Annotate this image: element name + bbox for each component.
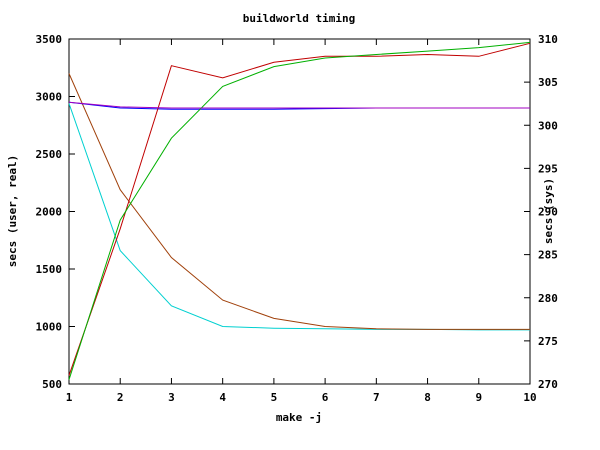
x-tick-label: 3 — [168, 391, 175, 404]
x-tick-label: 9 — [475, 391, 482, 404]
series-line-2 — [68, 73, 530, 330]
y-tick-label: 1000 — [36, 321, 63, 334]
series-lines — [68, 41, 531, 380]
y-tick-label: 3000 — [36, 91, 63, 104]
y-tick-label: 500 — [42, 378, 62, 391]
series-line-1 — [68, 103, 530, 331]
y2-axis-ticks: 270 275 280 285 290 295 300 305 310 — [524, 33, 558, 391]
y-tick-label: 2500 — [36, 148, 63, 161]
x-tick-label: 1 — [66, 391, 73, 404]
y2-tick-label: 270 — [538, 378, 558, 391]
y2-tick-label: 290 — [538, 206, 558, 219]
y-tick-label: 1500 — [36, 263, 63, 276]
plot-frame — [68, 38, 531, 385]
y-axis-ticks: 500 1000 1500 2000 2500 3000 3500 — [36, 33, 75, 391]
x-tick-label: 6 — [322, 391, 329, 404]
y2-tick-label: 275 — [538, 335, 558, 348]
y2-axis-title: secs (sys) — [542, 178, 555, 244]
x-tick-label: 4 — [219, 391, 226, 404]
y-tick-label: 3500 — [36, 33, 63, 46]
y2-tick-label: 285 — [538, 249, 558, 262]
y2-tick-label: 300 — [538, 119, 558, 132]
series-line-5 — [68, 41, 531, 380]
x-axis-title: make -j — [276, 411, 322, 424]
y2-tick-label: 295 — [538, 162, 558, 175]
series-line-6 — [68, 101, 530, 109]
x-tick-label: 10 — [523, 391, 536, 404]
y2-tick-label: 280 — [538, 292, 558, 305]
series-line-4 — [68, 42, 531, 376]
y2-tick-label: 305 — [538, 76, 558, 89]
x-axis-ticks: 1 2 3 4 5 6 7 8 9 10 — [66, 39, 537, 404]
chart-title: buildworld timing — [243, 12, 356, 25]
x-tick-label: 5 — [271, 391, 278, 404]
x-tick-label: 8 — [424, 391, 431, 404]
x-tick-label: 7 — [373, 391, 380, 404]
y2-tick-label: 310 — [538, 33, 558, 46]
y-tick-label: 2000 — [36, 206, 63, 219]
y-axis-title: secs (user, real) — [6, 155, 19, 268]
x-tick-label: 2 — [117, 391, 124, 404]
plot-border — [68, 38, 531, 385]
